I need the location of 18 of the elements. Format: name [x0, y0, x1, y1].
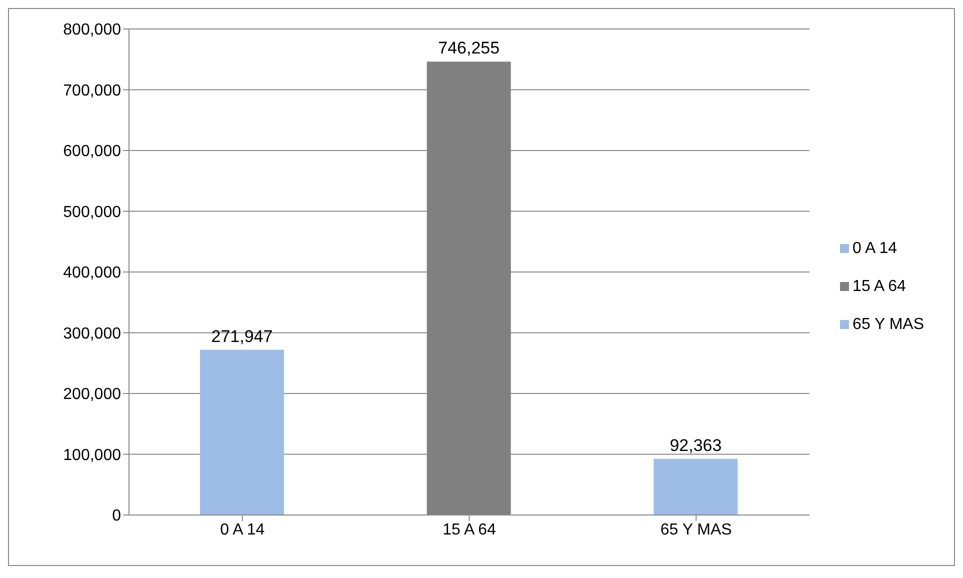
data-label: 746,255	[438, 38, 500, 58]
y-tick-label: 300,000	[63, 325, 122, 342]
y-tick-label: 100,000	[63, 446, 122, 464]
y-tick-label: 600,000	[63, 143, 122, 160]
y-tick-label: 700,000	[63, 82, 122, 100]
y-tick-label: 800,000	[63, 22, 122, 39]
y-tick-label: 200,000	[63, 386, 122, 404]
legend-label: 0 A 14	[852, 240, 898, 257]
legend-label: 65 Y MAS	[852, 316, 924, 333]
x-tick-label: 15 A 64	[442, 521, 496, 538]
x-tick-label: 65 Y MAS	[660, 521, 732, 538]
data-label: 92,363	[670, 436, 722, 455]
legend-label: 15 A 64	[852, 278, 906, 295]
y-tick-label: 500,000	[63, 204, 122, 221]
y-tick-label: 0	[112, 508, 122, 525]
data-label: 271,947	[211, 326, 273, 346]
y-tick-label: 400,000	[63, 264, 122, 282]
x-tick-label: 0 A 14	[220, 521, 265, 538]
